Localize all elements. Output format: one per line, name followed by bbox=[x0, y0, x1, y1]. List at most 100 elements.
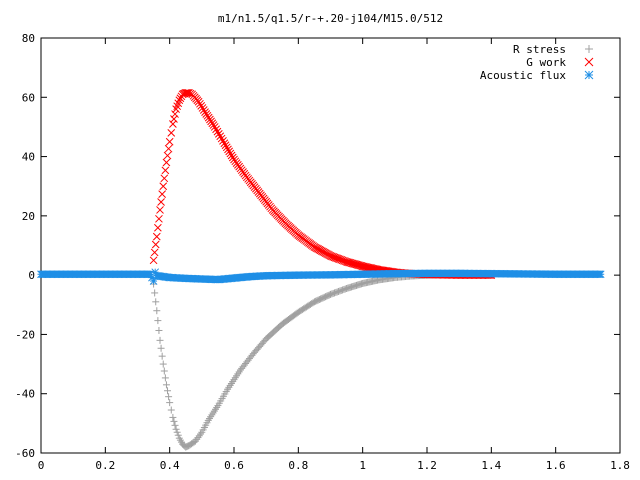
data-point bbox=[149, 256, 158, 265]
data-point bbox=[154, 223, 162, 232]
marker-stroke bbox=[151, 240, 160, 249]
marker-stroke bbox=[360, 262, 368, 271]
marker-stroke bbox=[352, 260, 361, 269]
marker-stroke bbox=[346, 258, 355, 267]
marker-stroke bbox=[362, 263, 371, 271]
data-point bbox=[194, 434, 202, 442]
marker-stroke bbox=[353, 261, 362, 269]
chart-axes: 0 0.2 0.4 0.6 0.8 1 1.2 1.4 1.6 1.8 -60 -40 -20 0 20 40… bbox=[15, 32, 630, 472]
data-point bbox=[153, 307, 161, 315]
data-point bbox=[213, 127, 222, 136]
data-point bbox=[165, 137, 174, 146]
x-tick-label: 1.2 bbox=[417, 459, 437, 472]
data-point bbox=[337, 255, 346, 264]
marker-stroke bbox=[182, 88, 191, 97]
legend-marker bbox=[585, 45, 593, 53]
marker-stroke bbox=[184, 88, 192, 97]
data-point bbox=[326, 252, 335, 260]
marker-stroke bbox=[358, 262, 367, 271]
series-layer bbox=[37, 88, 605, 451]
data-point bbox=[155, 326, 163, 334]
data-point bbox=[162, 158, 171, 167]
y-tick-label: -20 bbox=[15, 328, 35, 341]
y-tick-label: 40 bbox=[22, 151, 35, 164]
data-point bbox=[329, 253, 338, 261]
data-point bbox=[164, 387, 172, 395]
data-point bbox=[151, 268, 160, 277]
x-tick-label: 0.4 bbox=[160, 459, 180, 472]
marker-stroke bbox=[217, 134, 226, 143]
data-point bbox=[174, 431, 182, 439]
data-point bbox=[334, 254, 343, 263]
data-point bbox=[327, 252, 336, 261]
marker-stroke bbox=[163, 151, 172, 160]
plot-frame bbox=[40, 37, 621, 454]
marker-stroke bbox=[185, 88, 193, 97]
marker-stroke bbox=[332, 253, 340, 262]
data-point bbox=[330, 253, 339, 262]
data-point bbox=[160, 367, 168, 375]
marker-stroke bbox=[340, 256, 348, 265]
data-point bbox=[226, 149, 235, 158]
data-point bbox=[158, 190, 167, 198]
marker-stroke bbox=[356, 261, 365, 270]
marker-stroke bbox=[164, 144, 173, 153]
marker-stroke bbox=[327, 252, 336, 261]
marker-stroke bbox=[357, 262, 366, 270]
data-point bbox=[151, 240, 160, 249]
data-point bbox=[338, 256, 347, 265]
data-point bbox=[216, 132, 225, 141]
x-tick-label: 1.4 bbox=[481, 459, 501, 472]
marker-stroke bbox=[363, 263, 372, 272]
data-point bbox=[160, 174, 169, 183]
marker-stroke bbox=[342, 257, 351, 266]
x-tick-label: 0.8 bbox=[288, 459, 308, 472]
y-tick-label: -40 bbox=[15, 388, 35, 401]
data-point bbox=[220, 139, 229, 148]
marker-stroke bbox=[151, 268, 160, 277]
data-point bbox=[191, 437, 199, 445]
data-point bbox=[195, 432, 203, 440]
y-tick-label: 60 bbox=[22, 91, 35, 104]
data-point bbox=[167, 129, 176, 137]
data-point bbox=[166, 399, 174, 407]
x-tick-label: 1 bbox=[359, 459, 366, 472]
marker-stroke bbox=[197, 102, 206, 110]
data-point bbox=[596, 270, 605, 279]
data-point bbox=[156, 206, 164, 214]
marker-stroke bbox=[155, 214, 163, 223]
data-point bbox=[222, 143, 231, 152]
legend-label: R stress bbox=[513, 43, 566, 56]
marker-stroke bbox=[150, 248, 159, 257]
marker-stroke bbox=[157, 198, 165, 206]
marker-stroke bbox=[350, 260, 358, 268]
data-point bbox=[171, 110, 179, 118]
marker-stroke bbox=[170, 115, 178, 123]
y-tick-label: 80 bbox=[22, 32, 35, 45]
data-point bbox=[152, 298, 160, 306]
series-r-stress bbox=[150, 271, 495, 451]
data-point bbox=[193, 435, 201, 443]
legend-label: G work bbox=[526, 56, 566, 69]
data-point bbox=[219, 137, 227, 145]
data-point bbox=[198, 104, 207, 112]
marker-stroke bbox=[161, 166, 170, 175]
data-point bbox=[169, 120, 177, 128]
marker-stroke bbox=[330, 253, 339, 262]
marker-stroke bbox=[227, 151, 236, 160]
marker-stroke bbox=[194, 97, 203, 106]
data-point bbox=[150, 248, 159, 257]
x-tick-label: 0 bbox=[38, 459, 45, 472]
marker-stroke bbox=[175, 96, 184, 105]
chart-title: m1/n1.5/q1.5/r-+.20-j104/M15.0/512 bbox=[218, 12, 443, 25]
x-tick-label: 1.8 bbox=[610, 459, 630, 472]
marker-stroke bbox=[198, 104, 207, 112]
data-point bbox=[157, 198, 165, 206]
marker-stroke bbox=[216, 132, 225, 141]
data-point bbox=[196, 99, 204, 108]
data-point bbox=[217, 134, 226, 143]
data-point bbox=[169, 413, 177, 421]
data-point bbox=[151, 289, 159, 297]
marker-stroke bbox=[338, 256, 347, 265]
